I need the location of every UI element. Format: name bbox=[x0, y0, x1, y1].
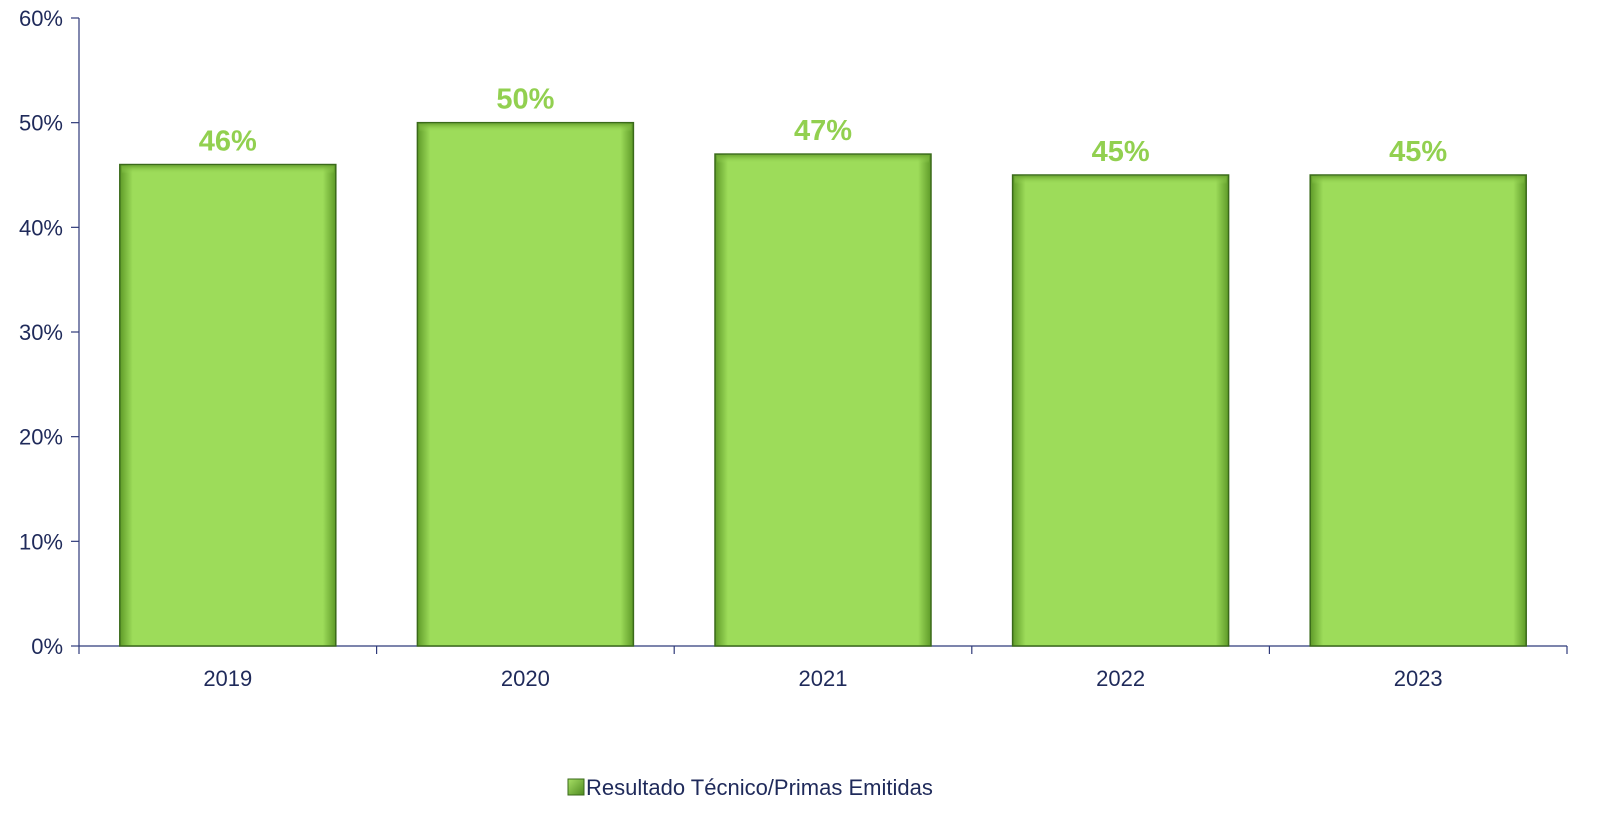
legend-swatch bbox=[567, 778, 585, 796]
x-tick-label: 2022 bbox=[1096, 666, 1145, 691]
bar-bevel bbox=[717, 155, 929, 164]
axes: 0% 10% 20% 30% 40% 50% 60% 2019 2020 2021 2022 2023 bbox=[19, 6, 1568, 691]
data-label-2019: 46% bbox=[199, 126, 257, 158]
x-tick-label: 2023 bbox=[1394, 666, 1443, 691]
bar-2019 bbox=[119, 163, 337, 647]
x-tick-label: 2020 bbox=[501, 666, 550, 691]
x-tick-label: 2019 bbox=[203, 666, 252, 691]
y-tick-label: 40% bbox=[19, 215, 63, 240]
bar-bevel bbox=[1312, 176, 1525, 184]
bar-bevel bbox=[121, 165, 334, 174]
data-label-2020: 50% bbox=[496, 84, 554, 116]
y-tick-label: 0% bbox=[31, 634, 63, 659]
data-label-2022: 45% bbox=[1092, 136, 1150, 168]
bar-bevel bbox=[419, 123, 632, 132]
bar-2022 bbox=[1011, 174, 1230, 647]
bar-bevel bbox=[1014, 176, 1227, 184]
legend: Resultado Técnico/Primas Emitidas bbox=[567, 775, 933, 800]
data-label-2021: 47% bbox=[794, 115, 852, 147]
bars bbox=[119, 121, 1527, 647]
data-labels: 46% 50% 47% 45% 45% bbox=[199, 84, 1448, 168]
y-tick-label: 20% bbox=[19, 425, 63, 450]
y-tick-label: 60% bbox=[19, 6, 63, 31]
y-tick-label: 50% bbox=[19, 111, 63, 136]
y-tick-label: 10% bbox=[19, 529, 63, 554]
bar-2020 bbox=[416, 121, 635, 647]
legend-label: Resultado Técnico/Primas Emitidas bbox=[586, 775, 933, 800]
bar-2021 bbox=[714, 153, 932, 647]
bar-2023 bbox=[1309, 174, 1527, 647]
x-tick-label: 2021 bbox=[799, 666, 848, 691]
data-label-2023: 45% bbox=[1389, 136, 1447, 168]
y-tick-label: 30% bbox=[19, 320, 63, 345]
